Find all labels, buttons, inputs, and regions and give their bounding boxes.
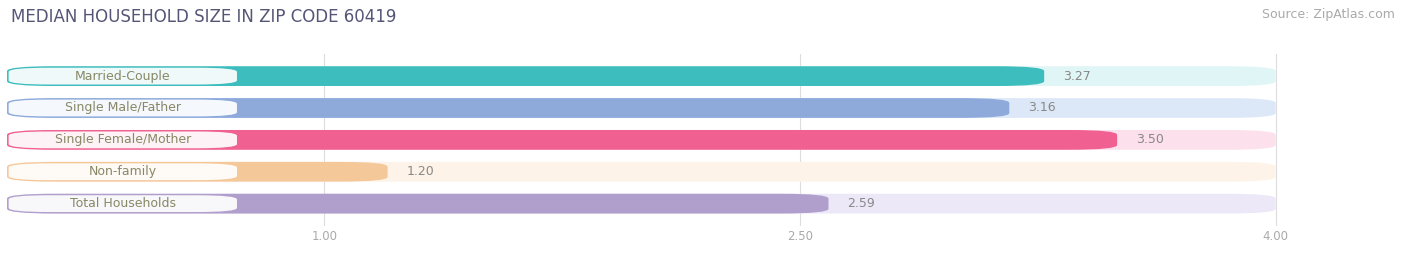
FancyBboxPatch shape bbox=[7, 98, 1010, 118]
Text: Single Male/Father: Single Male/Father bbox=[65, 101, 181, 115]
FancyBboxPatch shape bbox=[7, 130, 1118, 150]
Text: 3.16: 3.16 bbox=[1028, 101, 1056, 115]
Text: Non-family: Non-family bbox=[89, 165, 157, 178]
FancyBboxPatch shape bbox=[7, 162, 1275, 182]
Text: 3.27: 3.27 bbox=[1063, 70, 1091, 83]
FancyBboxPatch shape bbox=[7, 66, 1045, 86]
FancyBboxPatch shape bbox=[8, 195, 238, 212]
FancyBboxPatch shape bbox=[8, 132, 238, 148]
FancyBboxPatch shape bbox=[8, 100, 238, 116]
Text: MEDIAN HOUSEHOLD SIZE IN ZIP CODE 60419: MEDIAN HOUSEHOLD SIZE IN ZIP CODE 60419 bbox=[11, 8, 396, 26]
Text: 3.50: 3.50 bbox=[1136, 133, 1164, 146]
FancyBboxPatch shape bbox=[8, 163, 238, 180]
FancyBboxPatch shape bbox=[7, 98, 1275, 118]
Text: Source: ZipAtlas.com: Source: ZipAtlas.com bbox=[1261, 8, 1395, 21]
FancyBboxPatch shape bbox=[7, 194, 828, 214]
Text: 1.20: 1.20 bbox=[406, 165, 434, 178]
FancyBboxPatch shape bbox=[7, 162, 388, 182]
Text: Married-Couple: Married-Couple bbox=[75, 70, 170, 83]
Text: Total Households: Total Households bbox=[70, 197, 176, 210]
Text: 2.59: 2.59 bbox=[848, 197, 876, 210]
FancyBboxPatch shape bbox=[7, 66, 1275, 86]
FancyBboxPatch shape bbox=[7, 130, 1275, 150]
FancyBboxPatch shape bbox=[7, 194, 1275, 214]
Text: Single Female/Mother: Single Female/Mother bbox=[55, 133, 191, 146]
FancyBboxPatch shape bbox=[8, 68, 238, 84]
